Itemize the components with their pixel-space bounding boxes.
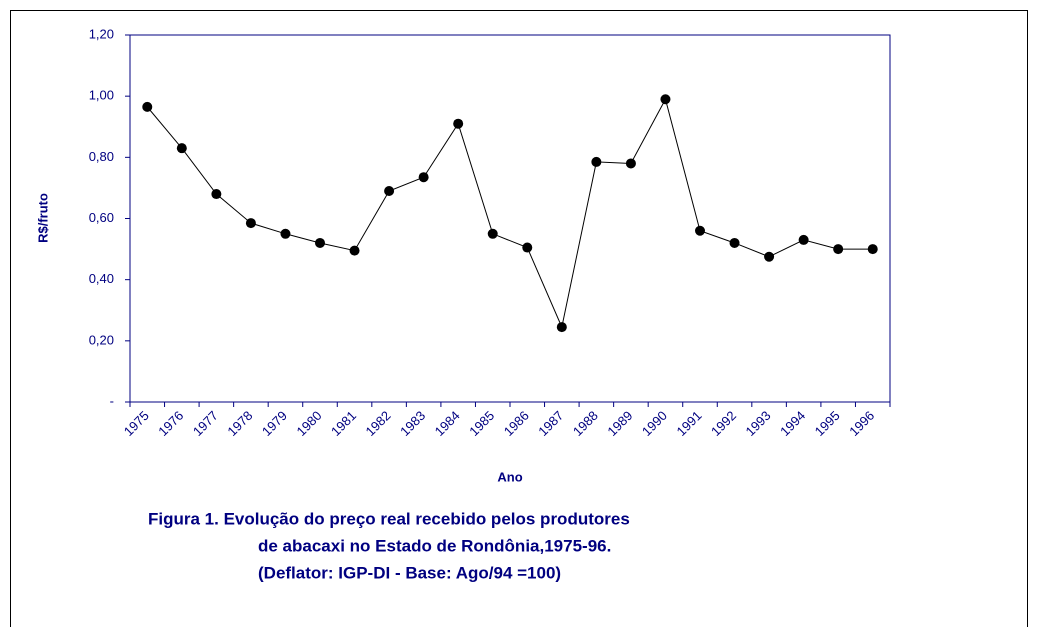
x-tick-label: 1986 (501, 408, 532, 439)
x-tick-label: 1993 (743, 408, 774, 439)
marker (522, 242, 533, 253)
y-tick-label: 0,40 (89, 271, 114, 286)
x-tick-label: 1987 (535, 408, 566, 439)
frame (10, 10, 1028, 627)
marker (315, 237, 325, 248)
x-tick-label: 1991 (673, 408, 704, 439)
caption-line: (Deflator: IGP-DI - Base: Ago/94 =100) (258, 563, 561, 582)
x-tick-label: 1983 (397, 408, 428, 439)
marker (487, 228, 498, 239)
marker (729, 237, 740, 248)
y-tick-label: 0,80 (89, 149, 114, 164)
y-tick-label: 1,20 (89, 26, 114, 41)
x-tick-label: 1992 (708, 408, 739, 439)
caption-line: Figura 1. Evolução do preço real recebid… (148, 509, 630, 528)
marker (660, 94, 671, 105)
marker (625, 158, 636, 169)
x-tick-label: 1989 (604, 408, 635, 439)
marker (280, 228, 291, 239)
x-tick-label: 1975 (121, 408, 152, 439)
x-tick-label: 1982 (363, 408, 394, 439)
y-tick-label: 0,60 (89, 210, 114, 225)
marker (245, 218, 256, 229)
caption-line: de abacaxi no Estado de Rondônia,1975-96… (258, 536, 611, 555)
y-tick-label: 1,00 (89, 88, 114, 103)
x-tick-label: 1981 (328, 408, 359, 439)
x-tick-label: 1988 (570, 408, 601, 439)
marker (349, 245, 360, 256)
marker (418, 172, 429, 183)
marker (798, 234, 809, 245)
x-tick-label: 1979 (259, 408, 290, 439)
x-tick-label: 1977 (190, 408, 221, 439)
x-tick-label: 1984 (432, 408, 463, 439)
marker (867, 244, 878, 255)
x-tick-label: 1985 (466, 408, 497, 439)
x-tick-label: 1976 (155, 408, 186, 439)
marker (142, 101, 153, 112)
x-tick-label: 1990 (639, 408, 670, 439)
marker (764, 251, 775, 262)
marker (833, 244, 844, 255)
marker (453, 118, 464, 129)
line (146, 97, 873, 329)
plot-area (129, 34, 891, 403)
marker (591, 156, 602, 167)
marker (211, 189, 222, 200)
x-axis-label: Ano (497, 469, 522, 484)
marker (695, 225, 705, 236)
x-tick-label: 1980 (293, 408, 324, 439)
x-tick-label: 1996 (846, 408, 877, 439)
x-tick-label: 1978 (224, 408, 255, 439)
marker (384, 185, 395, 196)
y-axis-label: R$/fruto (35, 193, 50, 243)
x-tick-label: 1995 (812, 408, 843, 439)
y-tick-label: 0,20 (89, 332, 114, 347)
y-tick-label: - (110, 393, 114, 408)
marker (176, 143, 187, 154)
x-tick-label: 1994 (777, 408, 808, 439)
marker (556, 322, 567, 333)
